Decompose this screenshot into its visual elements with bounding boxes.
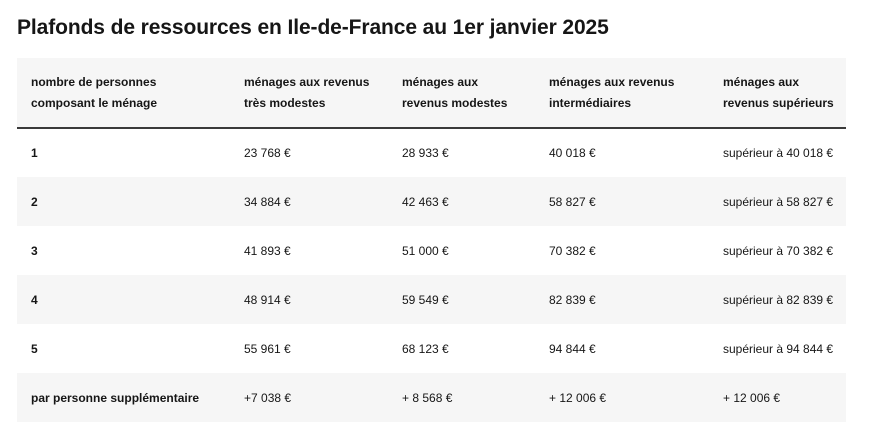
table-header-row: nombre de personnes composant le ménage … [17,58,846,129]
modest-cell: + 8 568 € [402,390,453,405]
household-size-cell: 1 [31,146,38,160]
intermediate-cell: 70 382 € [549,243,596,258]
higher-cell: + 12 006 € [723,390,781,405]
column-header-household-size: nombre de personnes composant le ménage [17,58,230,129]
intermediate-cell: 40 018 € [549,146,596,160]
table-row: 2 34 884 € 42 463 € 58 827 € supérieur à 58 … [17,177,846,226]
higher-cell: supérieur à 94 844 € [723,341,834,356]
column-header-intermediate: ménages aux revenus intermédiaires [535,58,709,129]
table-row: 5 55 961 € 68 123 € 94 844 € supérieur à 94 … [17,324,846,373]
income-ceilings-table: nombre de personnes composant le ménage … [17,58,846,422]
modest-cell: 42 463 € [402,194,449,209]
household-size-cell: 5 [31,341,38,356]
table-row: par personne supplémentaire +7 038 € + 8 5… [17,373,846,422]
table-body: 1 23 768 € 28 933 € 40 018 € supérieur à 40 … [17,128,846,422]
table-row: 3 41 893 € 51 000 € 70 382 € supérieur à 70 … [17,226,846,275]
intermediate-cell: 94 844 € [549,341,596,356]
very-modest-cell: 48 914 € [244,292,291,307]
higher-cell: supérieur à 40 018 € [723,146,834,160]
higher-cell: supérieur à 70 382 € [723,243,834,258]
table-header: nombre de personnes composant le ménage … [17,58,846,129]
modest-cell: 51 000 € [402,243,449,258]
column-header-modest: ménages aux revenus modestes [388,58,535,129]
table-row: 4 48 914 € 59 549 € 82 839 € supérieur à 82 … [17,275,846,324]
page-title: Plafonds de ressources en Ile-de-France … [17,16,609,39]
intermediate-cell: 58 827 € [549,194,596,209]
household-size-cell: 2 [31,194,38,209]
modest-cell: 68 123 € [402,341,449,356]
very-modest-cell: 23 768 € [244,146,291,160]
modest-cell: 28 933 € [402,146,449,160]
column-header-higher: ménages aux revenus supérieurs [709,58,846,129]
column-header-very-modest: ménages aux revenus très modestes [230,58,388,129]
intermediate-cell: + 12 006 € [549,390,607,405]
table-row: 1 23 768 € 28 933 € 40 018 € supérieur à 40 … [17,128,846,177]
modest-cell: 59 549 € [402,292,449,307]
household-size-cell: 4 [31,292,38,307]
table-container: nombre de personnes composant le ménage … [17,58,846,422]
very-modest-cell: 55 961 € [244,341,291,356]
higher-cell: supérieur à 58 827 € [723,194,834,209]
intermediate-cell: 82 839 € [549,292,596,307]
higher-cell: supérieur à 82 839 € [723,292,834,307]
very-modest-cell: +7 038 € [244,390,292,405]
very-modest-cell: 41 893 € [244,243,291,258]
household-size-cell: par personne supplémentaire [31,390,200,405]
very-modest-cell: 34 884 € [244,194,291,209]
household-size-cell: 3 [31,243,38,258]
